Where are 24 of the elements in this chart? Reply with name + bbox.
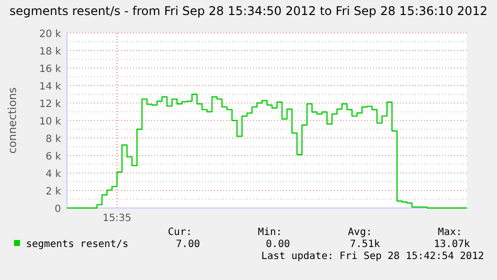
text: 0.00 (266, 239, 290, 250)
text: Min: (258, 227, 282, 238)
y-tick-label: 18 k (39, 46, 62, 58)
y-tick-label: 16 k (39, 64, 62, 75)
y-tick-label: 14 k (39, 82, 62, 92)
text: Max: (438, 227, 462, 238)
y-tick-label: 0 (54, 204, 61, 215)
legend-label: segments resent/s (26, 239, 128, 250)
y-tick-label: 20 k (39, 29, 62, 40)
y-axis-title: connections (6, 87, 19, 154)
y-tick-label: 8 k (46, 134, 62, 145)
y-tick-label: 4 k (46, 169, 62, 180)
y-tick-label: 2 k (46, 186, 62, 198)
x-tick-label: 15:35 (102, 213, 132, 224)
text: 7.51k (350, 239, 380, 250)
text: 13.07k (434, 239, 470, 250)
y-tick-label: 12 k (39, 99, 62, 110)
text: 7.00 (176, 239, 200, 250)
text: Avg: (348, 227, 372, 238)
text: Last update: Fri Sep 28 15:42:54 2012 (261, 251, 484, 262)
chart-title: segments resent/s - from Fri Sep 28 15:34:50 2012 to Fri Sep 28 15:36:10 2012 (9, 4, 488, 18)
y-tick-label: 6 k (46, 152, 62, 162)
y-tick-label: 10 k (39, 116, 62, 128)
text: Cur: (168, 227, 192, 238)
